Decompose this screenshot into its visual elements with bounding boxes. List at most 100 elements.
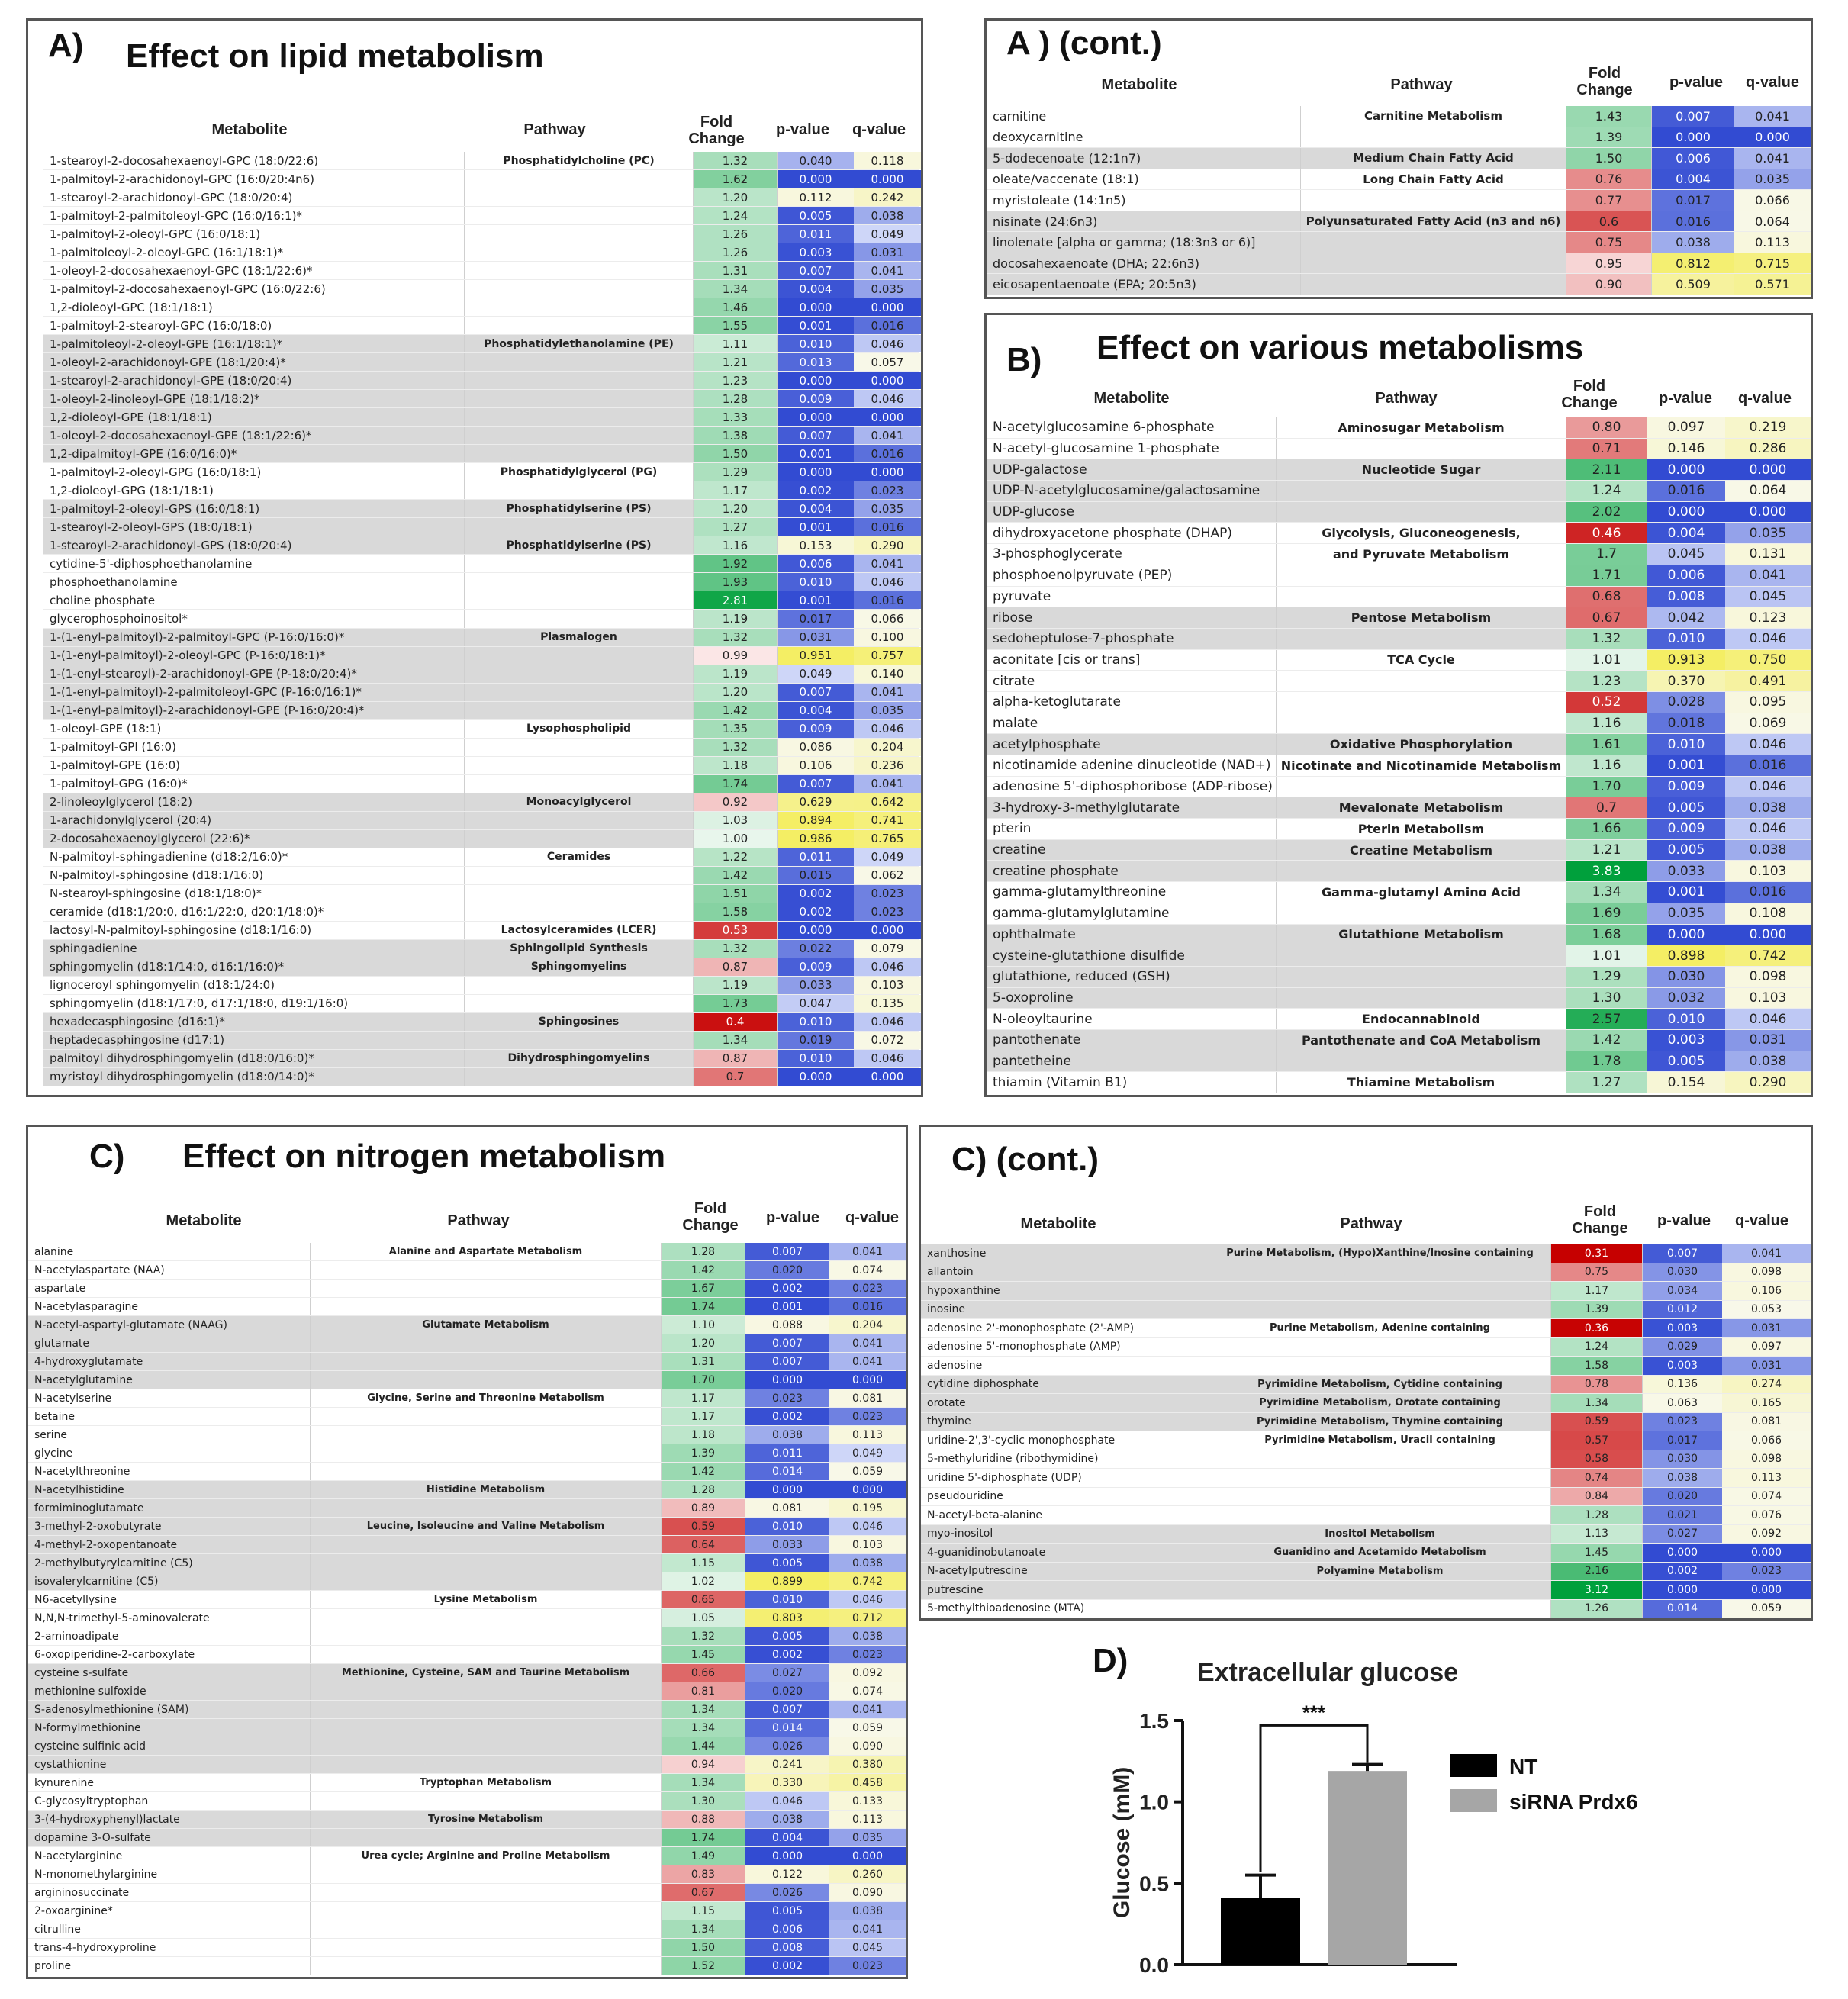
- table-row: N-acetylserine Glycine, Serine and Threon…: [28, 1389, 906, 1408]
- fold-change-cell: 0.64: [662, 1536, 745, 1553]
- metabolite-cell: pseudouridine: [921, 1487, 1209, 1505]
- pathway-cell: Plasmalogen: [465, 628, 694, 646]
- q-value-cell: 0.236: [854, 756, 921, 774]
- pathway-cell: [1209, 1469, 1551, 1487]
- metabolite-cell: N-acetylglucosamine 6-phosphate: [987, 417, 1277, 438]
- metabolite-cell: 1-palmitoyl-2-oleoyl-GPC (16:0/18:1): [43, 225, 465, 243]
- header-q-value: q-value: [1745, 74, 1800, 91]
- q-value-cell: 0.049: [854, 225, 921, 243]
- p-value-cell: 0.001: [1647, 755, 1725, 776]
- fold-change-cell: 1.39: [1551, 1300, 1643, 1318]
- q-value-cell: 0.133: [829, 1792, 906, 1810]
- fold-change-cell: 1.24: [1566, 481, 1647, 501]
- metabolite-cell: pantothenate: [987, 1029, 1277, 1051]
- table-row: 1-palmitoyl-2-stearoyl-GPC (16:0/18:0) 1.…: [43, 317, 921, 336]
- fold-change-cell: 1.26: [1551, 1599, 1643, 1618]
- q-value-cell: 0.000: [829, 1371, 906, 1389]
- metabolite-cell: aspartate: [28, 1280, 311, 1297]
- q-value-cell: 0.081: [829, 1389, 906, 1407]
- table-row: linolenate [alpha or gamma; (18:3n3 or 6…: [987, 232, 1811, 253]
- pathway-cell: [465, 353, 694, 372]
- metabolite-cell: glutathione, reduced (GSH): [987, 966, 1277, 987]
- legend-swatch-sirna-prdx6: [1450, 1789, 1497, 1812]
- header-p-value: p-value: [775, 121, 830, 138]
- p-value-cell: 0.004: [1647, 523, 1725, 544]
- table-row: 2-methylbutyrylcarnitine (C5) 1.15 0.005 0.…: [28, 1554, 906, 1572]
- q-value-cell: 0.035: [854, 701, 921, 719]
- fold-change-cell: 1.22: [694, 848, 778, 866]
- q-value-cell: 0.000: [1722, 1544, 1811, 1562]
- table-row: 1-(1-enyl-palmitoyl)-2-palmitoleoyl-GPC …: [43, 683, 921, 702]
- table-row: ceramide (d18:1/20:0, d16:1/22:0, d20:1/…: [43, 903, 921, 922]
- p-value-cell: 0.000: [1647, 924, 1725, 945]
- fold-change-cell: 1.15: [662, 1554, 745, 1572]
- pathway-cell: [1277, 671, 1566, 691]
- q-value-cell: 0.041: [829, 1701, 906, 1718]
- metabolite-cell: sphingomyelin (d18:1/17:0, d17:1/18:0, d…: [43, 994, 465, 1012]
- fold-change-cell: 0.68: [1566, 586, 1647, 607]
- q-value-cell: 0.103: [854, 976, 921, 994]
- p-value-cell: 0.986: [778, 829, 854, 848]
- p-value-cell: 0.002: [745, 1957, 829, 1975]
- p-value-cell: 0.010: [1647, 628, 1725, 649]
- pathway-cell: [1277, 903, 1566, 924]
- metabolite-cell: C-glycosyltryptophan: [28, 1792, 311, 1810]
- p-value-cell: 0.038: [1643, 1469, 1722, 1487]
- fold-change-cell: 1.32: [694, 939, 778, 958]
- table-row: S-adenosylmethionine (SAM) 1.34 0.007 0.041: [28, 1701, 906, 1719]
- table-row: 1-palmitoleoyl-2-oleoyl-GPC (16:1/18:1)*…: [43, 243, 921, 262]
- pathway-cell: Lysine Metabolism: [311, 1591, 662, 1608]
- panel-a-cont-label: A ) (cont.): [1006, 24, 1162, 62]
- metabolite-cell: phosphoethanolamine: [43, 573, 465, 591]
- pathway-cell: [311, 1280, 662, 1297]
- fold-change-cell: 1.19: [694, 976, 778, 994]
- p-value-cell: 0.370: [1647, 671, 1725, 691]
- q-value-cell: 0.041: [854, 683, 921, 701]
- header-fold-change: Fold Change: [682, 1200, 739, 1234]
- fold-change-cell: 1.74: [662, 1829, 745, 1846]
- p-value-cell: 0.027: [1643, 1524, 1722, 1543]
- pathway-cell: [465, 903, 694, 921]
- table-row: 1-palmitoyl-GPE (16:0) 1.18 0.106 0.236: [43, 756, 921, 775]
- metabolite-cell: aconitate [cis or trans]: [987, 649, 1277, 671]
- q-value-cell: 0.135: [854, 994, 921, 1012]
- pathway-cell: Sphingosines: [465, 1012, 694, 1031]
- p-value-cell: 0.011: [778, 848, 854, 866]
- pathway-cell: Purine Metabolism, Adenine containing: [1209, 1319, 1551, 1337]
- p-value-cell: 0.003: [1643, 1357, 1722, 1375]
- fold-change-cell: 1.70: [662, 1371, 745, 1389]
- fold-change-cell: 1.00: [694, 829, 778, 848]
- pathway-cell: Tyrosine Metabolism: [311, 1811, 662, 1828]
- q-value-cell: 0.059: [829, 1719, 906, 1737]
- q-value-cell: 0.062: [854, 866, 921, 884]
- fold-change-cell: 1.24: [1551, 1337, 1643, 1356]
- table-row: phosphoethanolamine 1.93 0.010 0.046: [43, 573, 921, 592]
- pathway-cell: [311, 1737, 662, 1755]
- q-value-cell: 0.757: [854, 646, 921, 665]
- fold-change-cell: 1.73: [694, 994, 778, 1012]
- fold-change-cell: 0.75: [1551, 1263, 1643, 1281]
- p-value-cell: 0.136: [1643, 1375, 1722, 1393]
- q-value-cell: 0.023: [1722, 1562, 1811, 1580]
- fold-change-cell: 1.50: [1566, 148, 1652, 169]
- p-value-cell: 0.913: [1647, 649, 1725, 671]
- q-value-cell: 0.038: [829, 1554, 906, 1572]
- fold-change-cell: 0.65: [662, 1591, 745, 1608]
- fold-change-cell: 1.16: [1566, 755, 1647, 776]
- q-value-cell: 0.045: [1725, 586, 1811, 607]
- table-row: 1-(1-enyl-palmitoyl)-2-oleoyl-GPC (P-16:…: [43, 646, 921, 665]
- q-value-cell: 0.023: [854, 903, 921, 921]
- pathway-cell: [465, 683, 694, 701]
- pathway-cell: [465, 701, 694, 719]
- table-row: 6-oxopiperidine-2-carboxylate 1.45 0.002 0.…: [28, 1646, 906, 1664]
- table-row: N-palmitoyl-sphingosine (d18:1/16:0) 1.42…: [43, 866, 921, 885]
- pathway-cell: Methionine, Cysteine, SAM and Taurine Me…: [311, 1664, 662, 1682]
- fold-change-cell: 0.67: [1566, 607, 1647, 628]
- header-p-value: p-value: [1669, 74, 1724, 91]
- fold-change-cell: 1.34: [662, 1701, 745, 1718]
- q-value-cell: 0.074: [1722, 1487, 1811, 1505]
- pathway-cell: Oxidative Phosphorylation: [1277, 734, 1566, 755]
- table-row: citrate 1.23 0.370 0.491: [987, 671, 1811, 692]
- metabolite-cell: N-acetylarginine: [28, 1847, 311, 1865]
- q-value-cell: 0.049: [854, 848, 921, 866]
